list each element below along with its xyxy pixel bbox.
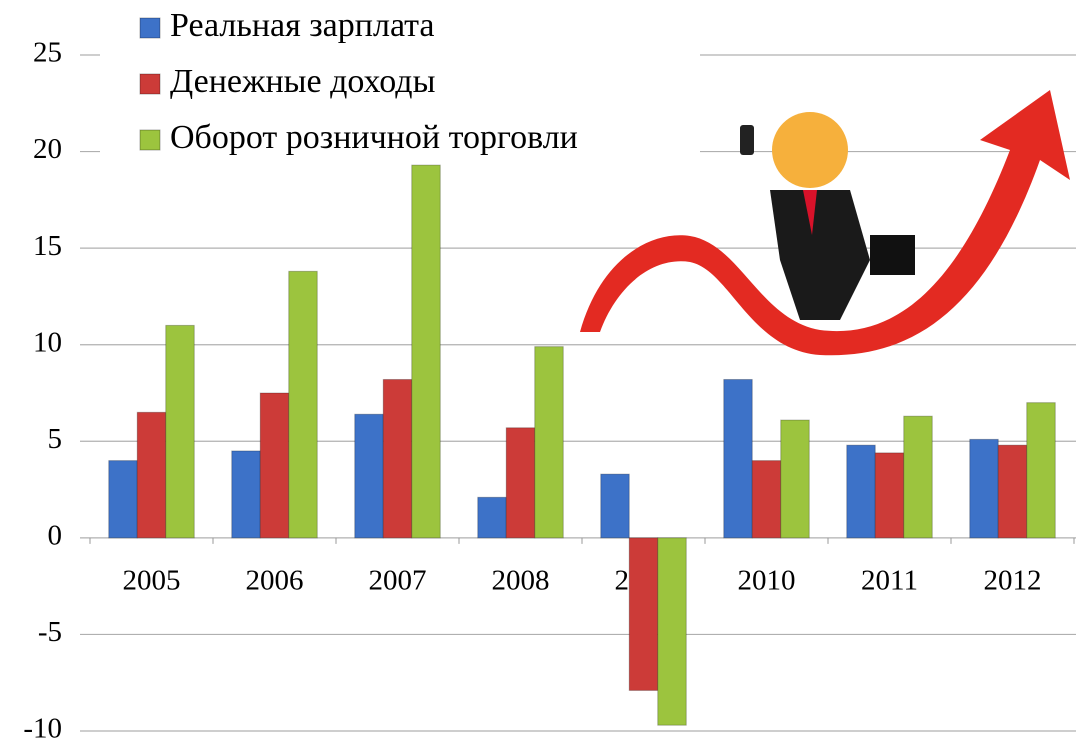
y-tick-label: 10 xyxy=(33,326,62,358)
briefcase xyxy=(870,235,915,275)
bar xyxy=(231,450,261,539)
y-tick-label: 15 xyxy=(33,230,62,262)
phone xyxy=(740,125,754,155)
bar xyxy=(751,460,782,539)
bar xyxy=(1026,402,1056,539)
arrow xyxy=(580,90,1070,356)
bar xyxy=(259,392,290,539)
y-tick-label: 0 xyxy=(48,520,63,552)
legend-swatch xyxy=(139,129,161,151)
legend-label: Оборот розничной торговли xyxy=(170,119,578,156)
bar xyxy=(903,415,933,539)
bar xyxy=(723,378,753,539)
legend-swatch xyxy=(139,73,161,95)
bar xyxy=(657,537,687,726)
legend-swatch xyxy=(139,17,161,39)
bar xyxy=(874,452,905,539)
x-tick-label: 2005 xyxy=(123,565,181,597)
legend-bg xyxy=(100,0,700,172)
legend-label: Реальная зарплата xyxy=(170,7,435,44)
bar xyxy=(382,378,413,539)
y-tick-label: 25 xyxy=(33,37,62,69)
x-tick-label: 2008 xyxy=(492,565,550,597)
bar xyxy=(600,473,630,539)
bar xyxy=(411,164,441,539)
x-tick-label: 2010 xyxy=(738,565,796,597)
tie xyxy=(803,190,817,235)
bar xyxy=(628,537,659,691)
x-tick-label: 2012 xyxy=(984,565,1042,597)
legend-label: Денежные доходы xyxy=(170,63,436,100)
bar xyxy=(846,444,876,539)
bars: 20052006200720082009201020112012 xyxy=(108,164,1056,726)
bar xyxy=(354,413,384,539)
bar xyxy=(505,427,536,539)
bar xyxy=(997,444,1028,539)
bar xyxy=(108,460,138,539)
illustration xyxy=(580,90,1070,356)
bar xyxy=(477,496,507,539)
x-tick-label: 2011 xyxy=(861,565,918,597)
legend: Реальная зарплата Денежные доходы Оборот р… xyxy=(100,0,700,172)
head xyxy=(772,112,848,188)
y-tick-label: -5 xyxy=(38,616,62,648)
bar xyxy=(534,346,564,539)
bar xyxy=(780,419,810,539)
x-tick-label: 2006 xyxy=(246,565,304,597)
y-tick-label: 5 xyxy=(48,423,63,455)
bar xyxy=(969,438,999,539)
bar xyxy=(288,270,318,539)
y-tick-label: 20 xyxy=(33,133,62,165)
bar xyxy=(136,411,167,539)
x-tick-label: 2007 xyxy=(369,565,427,597)
body xyxy=(770,190,870,320)
y-tick-label: -10 xyxy=(23,713,62,745)
bar xyxy=(165,324,195,539)
